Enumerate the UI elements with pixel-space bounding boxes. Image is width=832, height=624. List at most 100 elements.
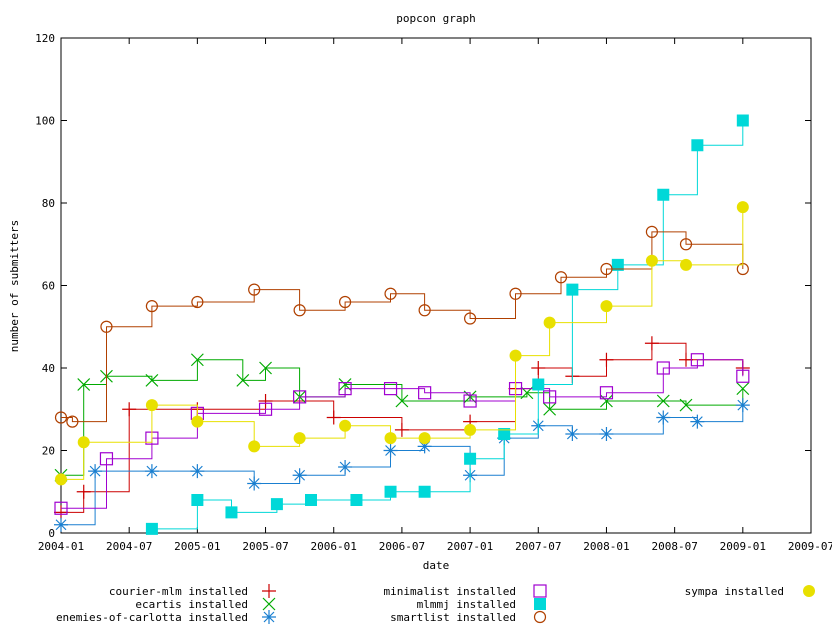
data-point — [418, 386, 432, 400]
data-point — [293, 390, 307, 404]
legend-entry: enemies-of-carlotta installed — [56, 610, 276, 624]
data-point — [395, 394, 409, 408]
data-point — [599, 352, 614, 367]
y-tick-label: 20 — [42, 445, 55, 458]
data-point — [418, 432, 431, 445]
legend-label: mlmmj installed — [417, 598, 516, 611]
series-4 — [145, 114, 749, 535]
chart-title: popcon graph — [396, 12, 475, 25]
data-point — [326, 410, 341, 425]
data-point — [679, 352, 693, 367]
data-point — [599, 386, 614, 400]
data-point — [248, 283, 261, 296]
axis-ticks: 0 20 40 60 80 100 120 2004-01 2004-07 2005-01 2005… — [35, 32, 832, 553]
data-point — [509, 287, 522, 300]
data-point — [305, 494, 317, 506]
data-point — [54, 411, 68, 424]
y-tick-label: 80 — [42, 197, 55, 210]
data-point — [145, 373, 159, 387]
data-point — [803, 585, 815, 597]
plot-frame — [60, 37, 812, 534]
data-point — [418, 485, 431, 498]
data-point — [533, 610, 547, 624]
data-point — [262, 597, 276, 611]
legend-label: sympa installed — [685, 585, 784, 598]
data-point — [383, 382, 398, 396]
series-line — [61, 231, 744, 423]
legend-label: courier-mlm installed — [109, 585, 248, 598]
data-point — [247, 476, 262, 491]
data-point — [339, 419, 352, 432]
data-point — [736, 382, 750, 396]
legend-entry: minimalist installed — [384, 584, 547, 598]
data-point — [190, 353, 204, 367]
data-point — [293, 432, 306, 445]
x-tick-label: 2006-01 — [311, 540, 357, 553]
data-point — [645, 225, 659, 238]
x-tick-label: 2009-07 — [788, 540, 832, 553]
data-point — [680, 258, 692, 271]
y-tick-label: 120 — [35, 32, 55, 45]
data-point — [533, 584, 547, 598]
data-point — [543, 402, 557, 416]
data-point — [417, 439, 432, 454]
y-tick-label: 100 — [35, 115, 55, 128]
data-point — [690, 414, 705, 429]
data-point — [656, 361, 670, 375]
data-point — [76, 484, 91, 499]
data-point — [384, 287, 397, 300]
data-point — [259, 361, 272, 375]
data-point — [531, 361, 546, 375]
data-point — [191, 415, 204, 428]
x-tick-label: 2005-01 — [174, 540, 220, 553]
data-point — [54, 505, 68, 520]
data-point — [657, 188, 670, 201]
data-point — [691, 139, 704, 152]
data-point — [384, 485, 397, 498]
data-point — [599, 427, 614, 441]
data-point — [644, 336, 659, 351]
series-layer — [54, 114, 750, 535]
data-point — [554, 271, 568, 284]
data-point — [532, 378, 545, 391]
data-point — [498, 428, 511, 440]
data-point — [463, 394, 477, 408]
legend-entry: courier-mlm installed — [109, 584, 276, 598]
series-line — [151, 120, 744, 530]
data-point — [600, 262, 613, 276]
data-point — [66, 415, 79, 428]
x-tick-label: 2008-01 — [583, 540, 629, 553]
data-point — [54, 517, 68, 532]
x-tick-label: 2004-07 — [106, 540, 152, 553]
data-point — [736, 114, 749, 127]
data-point — [566, 283, 579, 296]
data-point — [270, 498, 283, 511]
series-3 — [54, 353, 750, 515]
data-point — [191, 494, 204, 506]
x-axis-label: date — [423, 559, 450, 572]
data-point — [611, 258, 624, 271]
data-point — [100, 320, 113, 333]
legend-label: minimalist installed — [384, 585, 516, 598]
data-point — [145, 300, 159, 313]
data-point — [225, 506, 238, 519]
data-point — [394, 422, 409, 437]
data-point — [464, 423, 477, 436]
data-point — [383, 443, 398, 458]
data-point — [190, 464, 205, 479]
data-point — [145, 522, 158, 535]
data-point — [77, 436, 90, 449]
data-point — [258, 394, 273, 408]
data-point — [463, 312, 477, 325]
data-point — [54, 501, 68, 515]
data-point — [656, 394, 670, 408]
legend-label: smartlist installed — [390, 611, 516, 624]
data-point — [262, 584, 276, 598]
x-tick-label: 2004-01 — [38, 540, 84, 553]
data-point — [509, 349, 522, 362]
data-point — [600, 300, 613, 313]
x-tick-label: 2008-07 — [651, 540, 697, 553]
x-tick-label: 2007-07 — [515, 540, 561, 553]
legend-entry: sympa installed — [685, 585, 815, 598]
